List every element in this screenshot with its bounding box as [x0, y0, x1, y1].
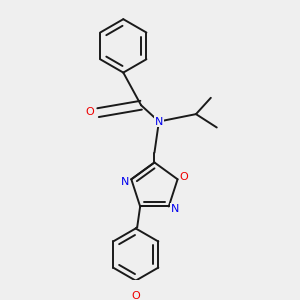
Text: O: O — [85, 107, 94, 117]
Text: O: O — [131, 291, 140, 300]
Text: N: N — [121, 177, 129, 187]
Text: N: N — [171, 204, 179, 214]
Text: N: N — [155, 116, 163, 127]
Text: O: O — [180, 172, 188, 182]
